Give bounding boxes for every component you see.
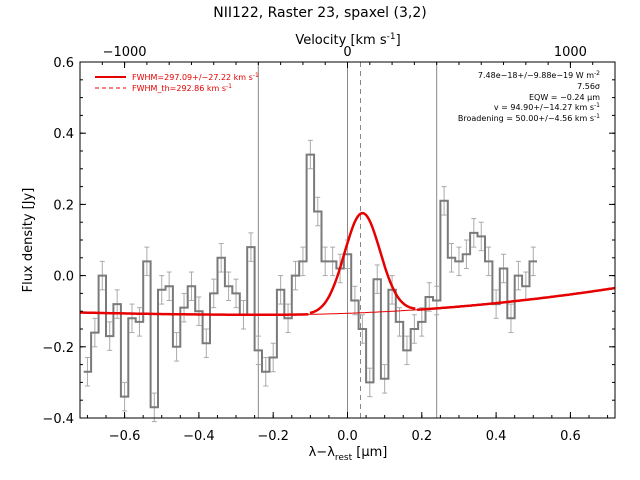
annotation-line-flux: 7.48e−18+/−9.88e−19 W m-2 <box>478 70 600 80</box>
annotation-eqw-text: EQW = −0.24 μm <box>529 93 600 102</box>
y-tick-label-3: 0.2 <box>53 198 74 213</box>
y-tick-label-1: −0.2 <box>42 341 74 356</box>
annotation-broadening-sup: -1 <box>594 113 600 120</box>
legend-label-fwhm-th-sup: -1 <box>226 83 232 90</box>
legend-label-fwhm-text: FWHM=297.09+/−27.22 km s <box>132 73 253 82</box>
y-axis-label: Flux density [Jy] <box>21 188 36 293</box>
legend: FWHM=297.09+/−27.22 km s-1 FWHM_th=292.8… <box>95 72 259 93</box>
fit-gaussian-line <box>309 211 416 315</box>
top-axis-label-end: ] <box>396 33 401 48</box>
fit-annotations: 7.48e−18+/−9.88e−19 W m-2 7.56σ EQW = −0… <box>458 70 600 123</box>
legend-label-fwhm: FWHM=297.09+/−27.22 km s-1 <box>132 72 259 82</box>
legend-label-fwhm-th-text: FWHM_th=292.86 km s <box>132 84 226 93</box>
top-tick-label-0: −1000 <box>103 45 147 60</box>
x-axis-label-text: λ−λ <box>309 445 336 460</box>
chart-title: NII122, Raster 23, spaxel (3,2) <box>213 5 426 21</box>
annotation-sigma-text: 7.56σ <box>577 82 600 91</box>
y-tick-label-0: −0.4 <box>42 412 74 427</box>
legend-label-fwhm-th: FWHM_th=292.86 km s-1 <box>132 83 232 93</box>
y-tick-label-4: 0.4 <box>53 127 74 142</box>
x-axis-label-unit: [μm] <box>352 445 387 460</box>
y-axis-ticks: −0.4 −0.2 0.0 0.2 0.4 0.6 <box>42 56 615 427</box>
x-tick-label-4: 0.2 <box>411 429 432 444</box>
annotation-line-flux-sup: -2 <box>594 70 600 77</box>
fit-baseline-thick-line <box>80 286 616 317</box>
annotation-line-flux-text: 7.48e−18+/−9.88e−19 W m <box>478 71 594 80</box>
annotation-broadening-text: Broadening = 50.00+/−4.56 km s <box>458 114 594 123</box>
top-tick-label-1: 0 <box>343 45 351 60</box>
annotation-velocity-text: v = 94.90+/−14.27 km s <box>494 103 594 112</box>
top-axis-ticks: −1000 0 1000 <box>101 45 594 68</box>
top-axis-label: Velocity [km s-1] <box>295 32 400 48</box>
annotation-sigma: 7.56σ <box>577 82 600 91</box>
x-axis-label: λ−λrest [μm] <box>309 445 388 463</box>
top-axis-label-sup: -1 <box>387 32 396 42</box>
x-tick-label-1: −0.4 <box>183 429 215 444</box>
y-tick-label-5: 0.6 <box>53 56 74 71</box>
x-tick-label-6: 0.6 <box>560 429 581 444</box>
plot-area <box>80 62 616 423</box>
x-axis-ticks: −0.6 −0.4 −0.2 0.0 0.2 0.4 0.6 <box>86 412 609 444</box>
x-tick-label-0: −0.6 <box>109 429 141 444</box>
top-axis-label-text: Velocity [km s <box>295 33 387 48</box>
legend-label-fwhm-sup: -1 <box>253 72 259 79</box>
top-tick-label-2: 1000 <box>554 45 587 60</box>
x-tick-label-5: 0.4 <box>486 429 507 444</box>
x-tick-label-3: 0.0 <box>337 429 358 444</box>
data-step-line <box>83 153 537 409</box>
annotation-broadening: Broadening = 50.00+/−4.56 km s-1 <box>458 113 600 123</box>
annotation-eqw: EQW = −0.24 μm <box>529 93 600 102</box>
x-axis-label-sub: rest <box>335 453 353 463</box>
x-tick-label-2: −0.2 <box>257 429 289 444</box>
annotation-velocity-sup: -1 <box>594 102 600 109</box>
annotation-velocity: v = 94.90+/−14.27 km s-1 <box>494 102 600 112</box>
y-tick-label-2: 0.0 <box>53 270 74 285</box>
